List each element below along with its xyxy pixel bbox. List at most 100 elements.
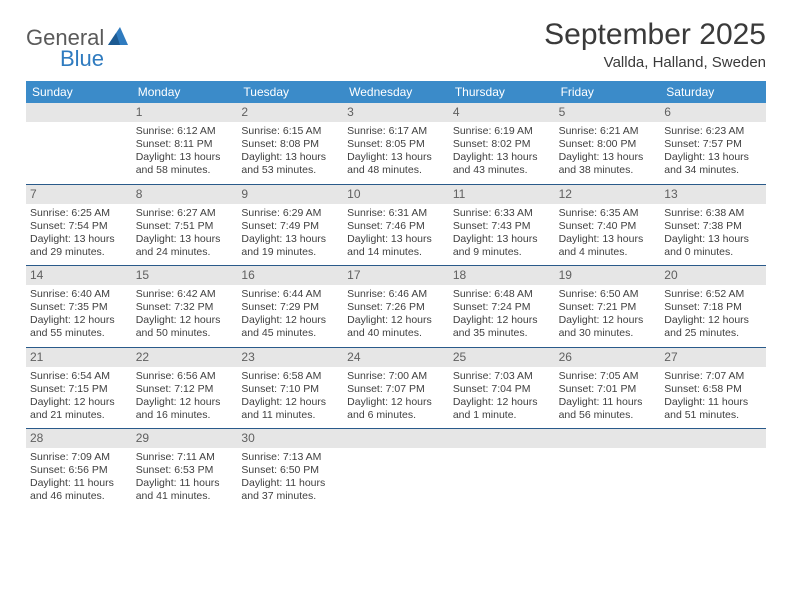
day-number: 27 <box>660 348 766 367</box>
sunset-text: Sunset: 6:56 PM <box>30 464 128 477</box>
sunrise-text: Sunrise: 6:56 AM <box>136 370 234 383</box>
sunset-text: Sunset: 7:40 PM <box>559 220 657 233</box>
daylight-text: Daylight: 13 hours and 0 minutes. <box>664 233 762 259</box>
sunset-text: Sunset: 7:54 PM <box>30 220 128 233</box>
day-cell: 26Sunrise: 7:05 AMSunset: 7:01 PMDayligh… <box>555 348 661 429</box>
day-number: 7 <box>26 185 132 204</box>
day-number: 18 <box>449 266 555 285</box>
day-cell: 4Sunrise: 6:19 AMSunset: 8:02 PMDaylight… <box>449 103 555 184</box>
sunset-text: Sunset: 7:15 PM <box>30 383 128 396</box>
sunset-text: Sunset: 7:10 PM <box>241 383 339 396</box>
calendar: SundayMondayTuesdayWednesdayThursdayFrid… <box>26 81 766 510</box>
day-cell: 20Sunrise: 6:52 AMSunset: 7:18 PMDayligh… <box>660 266 766 347</box>
sunset-text: Sunset: 7:18 PM <box>664 301 762 314</box>
sunrise-text: Sunrise: 6:19 AM <box>453 125 551 138</box>
sunset-text: Sunset: 6:50 PM <box>241 464 339 477</box>
day-cell: 12Sunrise: 6:35 AMSunset: 7:40 PMDayligh… <box>555 185 661 266</box>
sunset-text: Sunset: 7:01 PM <box>559 383 657 396</box>
sunset-text: Sunset: 7:46 PM <box>347 220 445 233</box>
daylight-text: Daylight: 11 hours and 56 minutes. <box>559 396 657 422</box>
daylight-text: Daylight: 12 hours and 6 minutes. <box>347 396 445 422</box>
weekday-header: Sunday <box>26 81 132 103</box>
daylight-text: Daylight: 13 hours and 58 minutes. <box>136 151 234 177</box>
sunset-text: Sunset: 7:07 PM <box>347 383 445 396</box>
day-cell: 14Sunrise: 6:40 AMSunset: 7:35 PMDayligh… <box>26 266 132 347</box>
sunrise-text: Sunrise: 6:15 AM <box>241 125 339 138</box>
day-number: 14 <box>26 266 132 285</box>
sunset-text: Sunset: 8:05 PM <box>347 138 445 151</box>
logo-text: General Blue <box>26 24 128 70</box>
day-number: 15 <box>132 266 238 285</box>
sunrise-text: Sunrise: 6:29 AM <box>241 207 339 220</box>
sunrise-text: Sunrise: 6:25 AM <box>30 207 128 220</box>
daylight-text: Daylight: 12 hours and 11 minutes. <box>241 396 339 422</box>
day-cell: 28Sunrise: 7:09 AMSunset: 6:56 PMDayligh… <box>26 429 132 510</box>
day-number: 23 <box>237 348 343 367</box>
day-number: 8 <box>132 185 238 204</box>
sunset-text: Sunset: 7:21 PM <box>559 301 657 314</box>
daylight-text: Daylight: 13 hours and 48 minutes. <box>347 151 445 177</box>
day-cell-empty <box>343 429 449 510</box>
weekday-header: Saturday <box>660 81 766 103</box>
day-cell: 27Sunrise: 7:07 AMSunset: 6:58 PMDayligh… <box>660 348 766 429</box>
header: General Blue September 2025 Vallda, Hall… <box>26 18 766 71</box>
location: Vallda, Halland, Sweden <box>544 54 766 71</box>
day-number: 20 <box>660 266 766 285</box>
sunset-text: Sunset: 7:49 PM <box>241 220 339 233</box>
sunrise-text: Sunrise: 6:42 AM <box>136 288 234 301</box>
day-cell: 21Sunrise: 6:54 AMSunset: 7:15 PMDayligh… <box>26 348 132 429</box>
daylight-text: Daylight: 13 hours and 34 minutes. <box>664 151 762 177</box>
daylight-text: Daylight: 12 hours and 40 minutes. <box>347 314 445 340</box>
sunrise-text: Sunrise: 6:27 AM <box>136 207 234 220</box>
day-cell: 2Sunrise: 6:15 AMSunset: 8:08 PMDaylight… <box>237 103 343 184</box>
day-number: 19 <box>555 266 661 285</box>
day-cell: 22Sunrise: 6:56 AMSunset: 7:12 PMDayligh… <box>132 348 238 429</box>
sunrise-text: Sunrise: 6:48 AM <box>453 288 551 301</box>
daylight-text: Daylight: 12 hours and 21 minutes. <box>30 396 128 422</box>
sunset-text: Sunset: 7:24 PM <box>453 301 551 314</box>
day-cell: 25Sunrise: 7:03 AMSunset: 7:04 PMDayligh… <box>449 348 555 429</box>
week-row: 21Sunrise: 6:54 AMSunset: 7:15 PMDayligh… <box>26 347 766 429</box>
title-block: September 2025 Vallda, Halland, Sweden <box>544 18 766 71</box>
weekday-header: Wednesday <box>343 81 449 103</box>
day-cell: 13Sunrise: 6:38 AMSunset: 7:38 PMDayligh… <box>660 185 766 266</box>
sunset-text: Sunset: 8:08 PM <box>241 138 339 151</box>
sunrise-text: Sunrise: 6:38 AM <box>664 207 762 220</box>
daylight-text: Daylight: 12 hours and 55 minutes. <box>30 314 128 340</box>
day-cell: 30Sunrise: 7:13 AMSunset: 6:50 PMDayligh… <box>237 429 343 510</box>
daylight-text: Daylight: 12 hours and 25 minutes. <box>664 314 762 340</box>
day-number: 30 <box>237 429 343 448</box>
day-cell: 5Sunrise: 6:21 AMSunset: 8:00 PMDaylight… <box>555 103 661 184</box>
sunrise-text: Sunrise: 6:46 AM <box>347 288 445 301</box>
daylight-text: Daylight: 13 hours and 24 minutes. <box>136 233 234 259</box>
day-number: 9 <box>237 185 343 204</box>
day-number: 17 <box>343 266 449 285</box>
sunset-text: Sunset: 8:02 PM <box>453 138 551 151</box>
sunset-text: Sunset: 7:38 PM <box>664 220 762 233</box>
day-cell: 9 Sunrise: 6:29 AMSunset: 7:49 PMDaylight… <box>237 185 343 266</box>
sunset-text: Sunset: 8:11 PM <box>136 138 234 151</box>
logo-word-blue: Blue <box>60 47 128 70</box>
day-number: 10 <box>343 185 449 204</box>
sunset-text: Sunset: 8:00 PM <box>559 138 657 151</box>
day-number-empty <box>660 429 766 448</box>
sail-icon <box>108 26 128 49</box>
sunrise-text: Sunrise: 7:03 AM <box>453 370 551 383</box>
sunrise-text: Sunrise: 6:35 AM <box>559 207 657 220</box>
daylight-text: Daylight: 13 hours and 53 minutes. <box>241 151 339 177</box>
daylight-text: Daylight: 13 hours and 19 minutes. <box>241 233 339 259</box>
day-cell: 17Sunrise: 6:46 AMSunset: 7:26 PMDayligh… <box>343 266 449 347</box>
sunrise-text: Sunrise: 7:00 AM <box>347 370 445 383</box>
sunset-text: Sunset: 7:51 PM <box>136 220 234 233</box>
sunset-text: Sunset: 7:57 PM <box>664 138 762 151</box>
day-number: 1 <box>132 103 238 122</box>
day-number: 6 <box>660 103 766 122</box>
sunrise-text: Sunrise: 6:58 AM <box>241 370 339 383</box>
sunrise-text: Sunrise: 6:17 AM <box>347 125 445 138</box>
day-cell: 6Sunrise: 6:23 AMSunset: 7:57 PMDaylight… <box>660 103 766 184</box>
weekday-header: Thursday <box>449 81 555 103</box>
day-number: 24 <box>343 348 449 367</box>
daylight-text: Daylight: 11 hours and 46 minutes. <box>30 477 128 503</box>
day-cell: 1Sunrise: 6:12 AMSunset: 8:11 PMDaylight… <box>132 103 238 184</box>
day-number: 25 <box>449 348 555 367</box>
